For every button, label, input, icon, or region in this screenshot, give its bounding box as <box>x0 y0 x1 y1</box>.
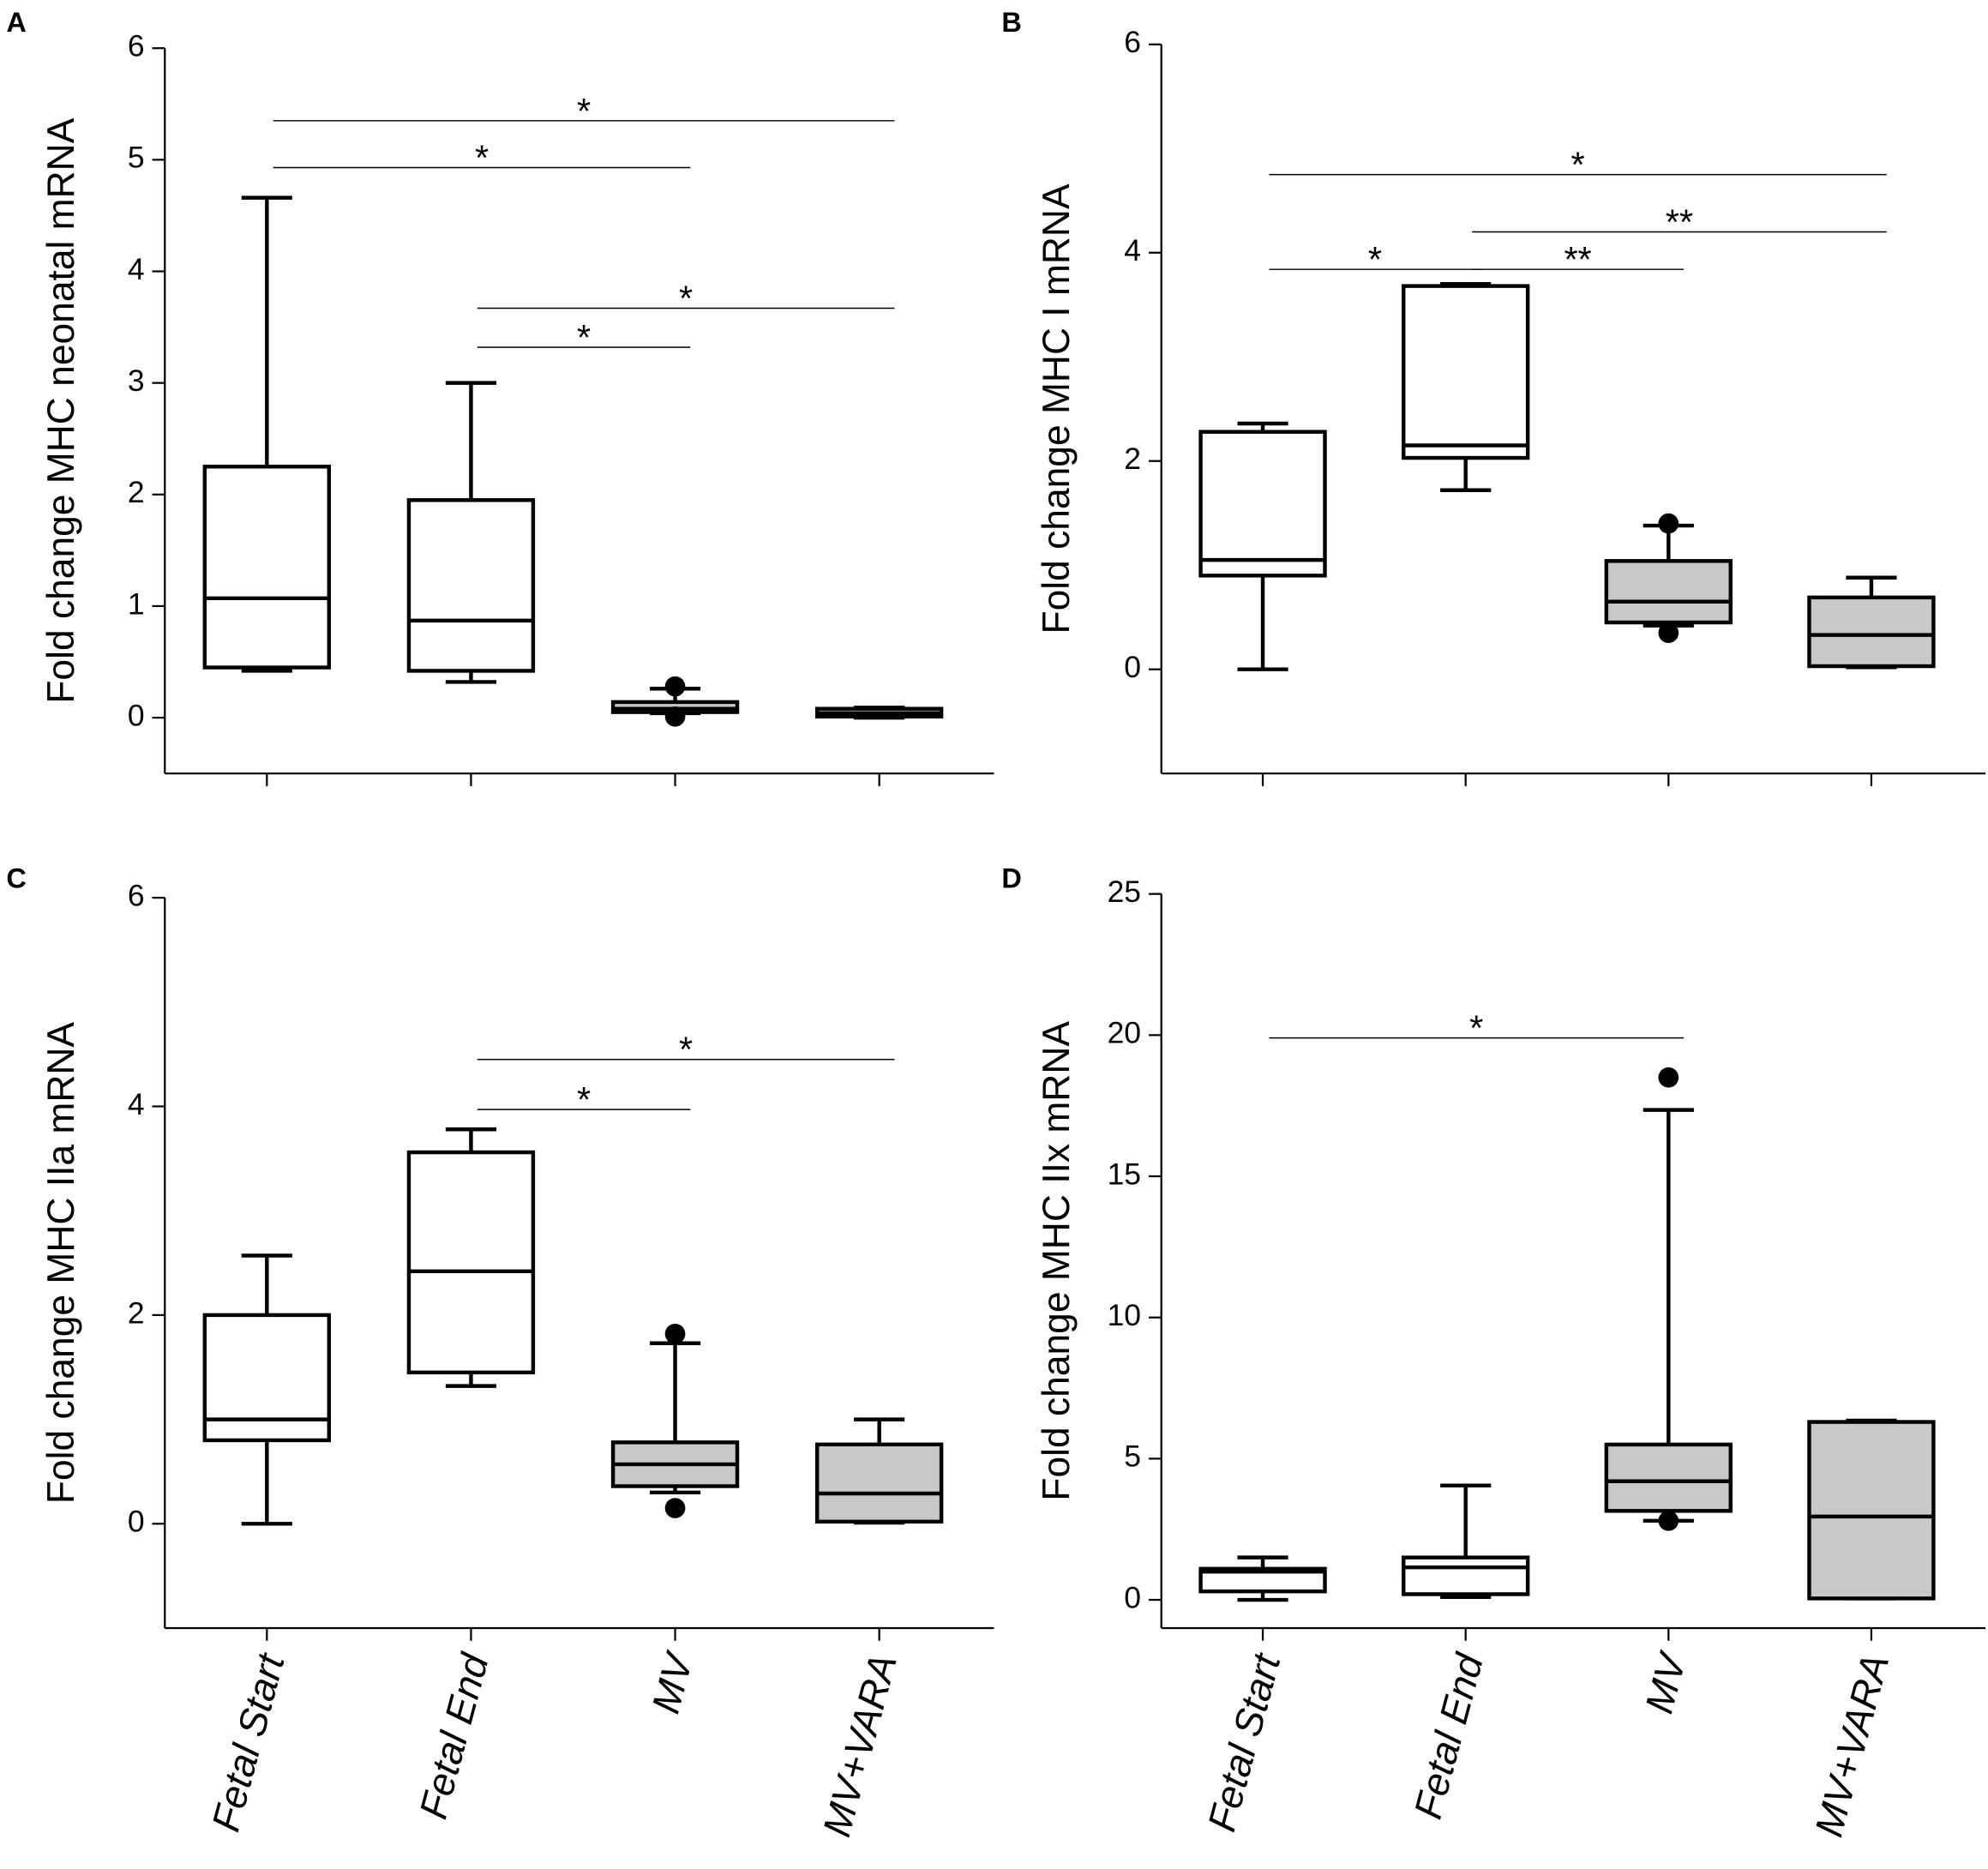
y-tick-label: 20 <box>1108 1016 1141 1050</box>
box <box>406 498 536 673</box>
y-tick-label: 4 <box>1124 233 1141 267</box>
y-tick-label: 2 <box>128 475 145 509</box>
y-tick-label: 0 <box>1124 1580 1141 1614</box>
y-tick-label: 5 <box>1124 1439 1141 1474</box>
y-tick-label: 2 <box>128 1295 145 1330</box>
x-tick-label: Fetal End <box>411 1649 497 1824</box>
box <box>814 1442 944 1524</box>
y-tick-label: 0 <box>128 698 145 732</box>
box-group <box>1807 575 1936 670</box>
panel-letter: D <box>1001 862 1021 893</box>
y-axis-label: Fold change MHC neonatal mRNA <box>40 117 82 703</box>
significance-label: * <box>1368 240 1382 279</box>
x-tick-label: MV <box>644 1646 702 1718</box>
box-group <box>202 195 332 673</box>
panel-letter: A <box>6 7 26 38</box>
significance-label: * <box>577 1080 591 1120</box>
y-axis-label: Fold change MHC I mRNA <box>1036 183 1078 634</box>
box-group <box>1401 281 1530 492</box>
box <box>1807 1420 1936 1601</box>
significance-label: * <box>577 318 591 358</box>
y-tick-label: 3 <box>128 364 145 398</box>
significance-label: * <box>577 92 591 131</box>
outlier <box>664 1323 686 1344</box>
significance-label: ** <box>1666 202 1693 242</box>
box-group <box>406 1127 536 1388</box>
panel-letter: C <box>6 862 26 893</box>
y-tick-label: 4 <box>128 252 145 286</box>
outlier <box>664 706 686 727</box>
box-group <box>1401 1483 1530 1599</box>
y-axis-label: Fold change MHC IIa mRNA <box>40 1022 82 1504</box>
y-tick-label: 6 <box>1124 25 1141 59</box>
significance-label: * <box>679 1031 693 1070</box>
significance-label: ** <box>1564 240 1591 279</box>
y-tick-label: 6 <box>128 878 145 912</box>
y-tick-label: 0 <box>1124 650 1141 684</box>
y-tick-label: 0 <box>128 1505 145 1539</box>
box-group <box>1198 421 1327 671</box>
outlier <box>664 1498 686 1518</box>
y-tick-label: 15 <box>1108 1157 1141 1191</box>
box-group <box>1807 1418 1936 1601</box>
y-tick-label: 1 <box>128 586 145 621</box>
significance-label: * <box>1469 1009 1483 1049</box>
x-tick-label: MV+VARA <box>1807 1650 1898 1842</box>
significance-label: * <box>679 279 693 318</box>
y-tick-label: 25 <box>1108 874 1141 909</box>
box <box>1604 559 1733 625</box>
panel-letter: B <box>1001 7 1021 38</box>
outlier <box>1658 513 1679 534</box>
box-group <box>610 1323 740 1518</box>
box-group <box>1604 1067 1733 1531</box>
box-group <box>1604 513 1733 643</box>
outlier <box>1658 622 1679 643</box>
x-tick-label: Fetal End <box>1406 1649 1492 1824</box>
box <box>1604 1442 1733 1513</box>
x-tick-label: MV <box>1637 1646 1695 1718</box>
box <box>1401 1555 1530 1596</box>
outlier <box>1658 1511 1679 1531</box>
box-group <box>202 1253 332 1526</box>
box <box>202 465 332 670</box>
y-tick-label: 5 <box>128 141 145 175</box>
y-tick-label: 10 <box>1108 1298 1141 1332</box>
y-tick-label: 6 <box>128 29 145 63</box>
box-group <box>1198 1555 1327 1602</box>
box <box>406 1150 536 1375</box>
outlier <box>664 676 686 697</box>
box-group <box>406 381 536 684</box>
outlier <box>1658 1067 1679 1088</box>
x-tick-label: Fetal Start <box>204 1648 294 1836</box>
box-group <box>814 1417 944 1525</box>
x-tick-label: Fetal Start <box>1199 1648 1289 1836</box>
significance-label: * <box>475 138 489 177</box>
y-tick-label: 4 <box>128 1087 145 1121</box>
x-tick-label: MV+VARA <box>814 1650 905 1842</box>
y-axis-label: Fold change MHC IIx mRNA <box>1036 1021 1078 1501</box>
box-group <box>814 706 944 720</box>
box <box>1807 595 1936 669</box>
significance-label: * <box>1571 146 1584 185</box>
y-tick-label: 2 <box>1124 442 1141 476</box>
box <box>1198 430 1327 578</box>
box-group <box>610 676 740 727</box>
box <box>1401 284 1530 460</box>
box <box>202 1313 332 1443</box>
